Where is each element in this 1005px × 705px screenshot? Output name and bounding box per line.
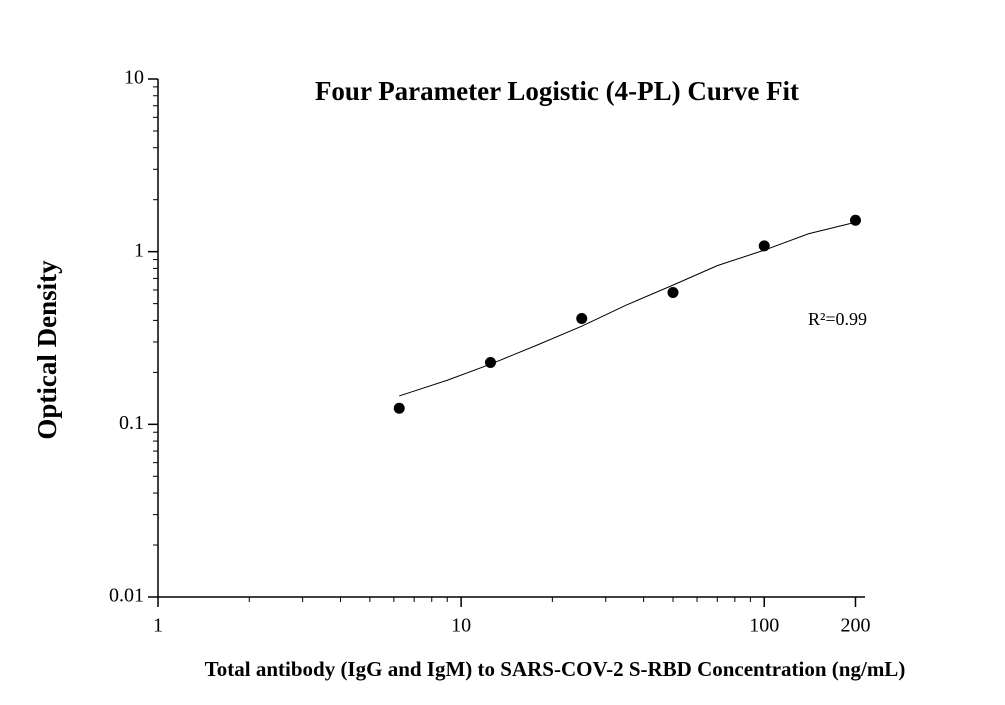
x-tick-label: 10 [451,615,471,637]
annotation: R²=0.99 [808,309,867,329]
data-point [849,214,861,226]
y-axis-label: Optical Density [32,260,62,440]
data-point [393,402,405,414]
y-tick-label: 0.01 [109,585,144,607]
chart-title: Four Parameter Logistic (4-PL) Curve Fit [315,76,799,106]
y-tick-label: 10 [124,67,144,89]
data-point [576,313,588,325]
x-tick-label: 1 [153,615,163,637]
x-tick-label: 100 [749,615,779,637]
x-axis-label: Total antibody (IgG and IgM) to SARS-COV… [205,657,906,681]
x-tick-label: 200 [840,615,870,637]
data-point [667,287,679,299]
y-tick-label: 0.1 [119,412,144,434]
y-tick-label: 1 [134,239,144,261]
fit-curve [399,221,856,397]
